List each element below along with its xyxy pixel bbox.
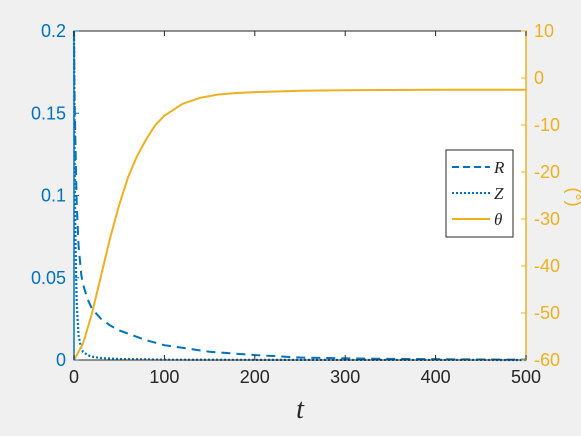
left-y-tick-label: 0.05	[31, 268, 66, 288]
series-line-2	[73, 88, 526, 361]
left-y-tick-label: 0.15	[31, 103, 66, 123]
right-y-tick-label: -20	[534, 162, 560, 182]
left-y-tick-label: 0.1	[41, 186, 66, 206]
legend-label-2: θ	[494, 210, 502, 229]
right-y-tick-label: 0	[534, 68, 544, 88]
right-y-tick-label: -50	[534, 303, 560, 323]
x-axis-label: t	[296, 394, 305, 425]
x-tick-label: 400	[421, 367, 451, 387]
x-tick-label: 0	[69, 367, 79, 387]
x-tick-label: 500	[511, 367, 541, 387]
legend: RZθ	[445, 149, 514, 238]
left-y-tick-label: 0	[56, 350, 66, 370]
right-y-tick-label: -60	[534, 350, 560, 370]
right-y-tick-label: -10	[534, 115, 560, 135]
right-y-axis-label: (°)	[564, 187, 581, 206]
right-y-tick-label: 10	[534, 21, 554, 41]
right-y-tick-label: -30	[534, 209, 560, 229]
x-tick-label: 300	[330, 367, 360, 387]
legend-label-0: R	[493, 158, 505, 177]
x-tick-label: 200	[240, 367, 270, 387]
x-tick-label: 100	[149, 367, 179, 387]
left-y-tick-label: 0.2	[41, 21, 66, 41]
legend-label-1: Z	[494, 184, 504, 203]
tick-layer: 0 100 200 300 400 50000.050.10.150.2-60-50-40…	[31, 21, 560, 387]
right-y-tick-label: -40	[534, 256, 560, 276]
